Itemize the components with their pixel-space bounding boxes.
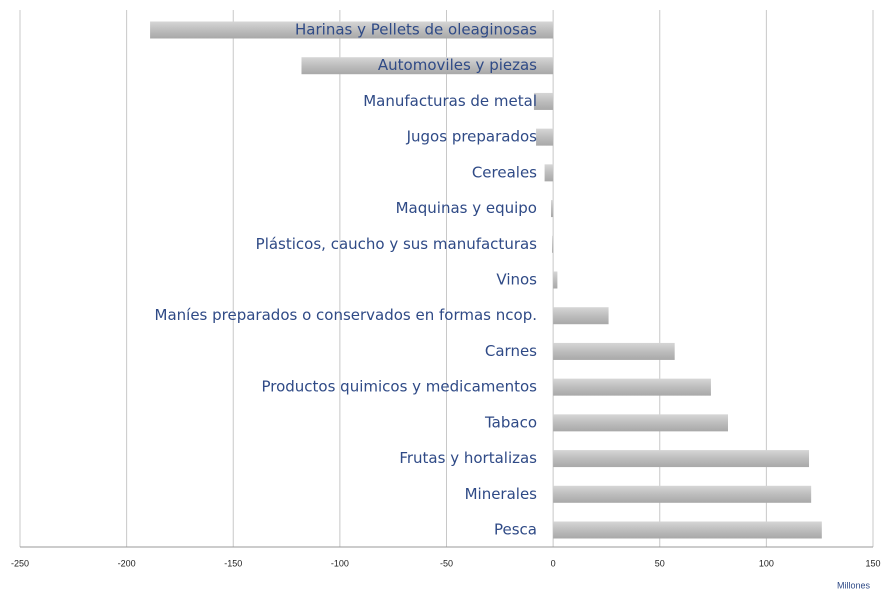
x-tick-label: -150	[224, 558, 242, 568]
bar	[553, 271, 558, 289]
bar	[301, 57, 554, 75]
x-tick-label: -250	[11, 558, 29, 568]
bar	[536, 128, 554, 146]
x-tick-label: -50	[440, 558, 453, 568]
category-label: Pesca	[494, 521, 537, 539]
category-label: Frutas y hortalizas	[399, 449, 537, 467]
bar	[552, 235, 554, 253]
x-axis-label: Millones	[837, 580, 871, 590]
category-label: Harinas y Pellets de oleaginosas	[295, 21, 537, 39]
category-label: Plásticos, caucho y sus manufacturas	[256, 235, 538, 253]
bar	[544, 164, 554, 182]
x-tick-label: 50	[655, 558, 665, 568]
category-label: Maníes preparados o conservados en forma…	[155, 306, 537, 324]
x-tick-label: 150	[865, 558, 880, 568]
bar	[553, 307, 609, 325]
category-label: Jugos preparados	[406, 128, 538, 146]
category-label: Automoviles y piezas	[378, 56, 537, 74]
bar	[553, 485, 812, 503]
category-label: Minerales	[465, 485, 538, 503]
bar	[553, 342, 675, 360]
category-label: Manufacturas de metal	[363, 92, 537, 110]
category-label: Maquinas y equipo	[396, 199, 537, 217]
bar	[150, 21, 554, 39]
category-label: Productos quimicos y medicamentos	[261, 378, 537, 396]
bar	[550, 200, 554, 218]
x-tick-label: -200	[118, 558, 136, 568]
category-label: Cereales	[472, 163, 537, 181]
bar	[553, 521, 822, 539]
bar	[553, 378, 711, 396]
category-label: Tabaco	[484, 413, 537, 431]
bar	[533, 92, 554, 110]
x-tick-label: 100	[759, 558, 774, 568]
bar	[553, 414, 728, 432]
x-tick-label: -100	[331, 558, 349, 568]
x-tick-label: 0	[551, 558, 556, 568]
category-label: Carnes	[485, 342, 537, 360]
category-label: Vinos	[496, 271, 537, 289]
bar	[553, 450, 810, 468]
